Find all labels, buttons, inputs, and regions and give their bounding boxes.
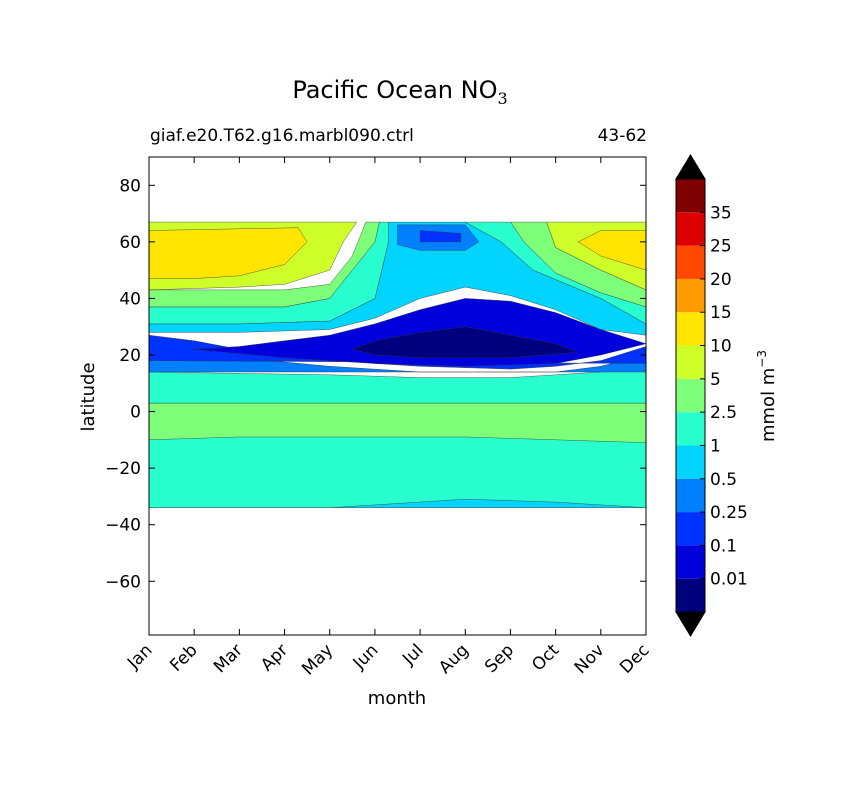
y-tick-label: −20 bbox=[105, 459, 141, 479]
x-tick-label: Dec bbox=[616, 640, 653, 677]
x-tick-label: Oct bbox=[528, 640, 563, 675]
x-tick-label: Apr bbox=[257, 640, 292, 675]
colorbar-extend-max bbox=[675, 154, 706, 180]
y-tick-label: 40 bbox=[119, 289, 141, 309]
x-tick-label: Jan bbox=[123, 640, 156, 673]
colorbar-swatch bbox=[676, 345, 705, 379]
x-tick-label: Mar bbox=[210, 640, 247, 677]
colorbar-swatch bbox=[676, 445, 705, 479]
x-tick-label: Jul bbox=[398, 640, 427, 669]
y-tick-label: 60 bbox=[119, 233, 141, 253]
colorbar-swatch bbox=[676, 245, 705, 279]
y-tick-label: 20 bbox=[119, 346, 141, 366]
colorbar-tick-label: 15 bbox=[710, 303, 732, 323]
x-tick-label: Aug bbox=[435, 640, 473, 678]
plot-frame bbox=[148, 156, 647, 636]
colorbar-tick-label: 10 bbox=[710, 337, 732, 357]
colorbar-tick-label: 0.01 bbox=[710, 570, 748, 590]
colorbar-swatch bbox=[676, 545, 705, 579]
y-tick-label: 80 bbox=[119, 176, 141, 196]
colorbar-tick-label: 5 bbox=[710, 370, 721, 390]
y-tick-label: −60 bbox=[105, 572, 141, 592]
contour-band-17 bbox=[148, 227, 308, 279]
colorbar-swatch bbox=[676, 179, 705, 213]
colorbar-frame bbox=[675, 178, 706, 613]
colorbar-label-superscript: −3 bbox=[755, 350, 769, 368]
colorbar-swatch bbox=[676, 378, 705, 413]
colorbar-swatch bbox=[676, 412, 705, 446]
x-axis-label: month bbox=[368, 688, 426, 709]
case-name-subtitle: giaf.e20.T62.g16.marbl090.ctrl bbox=[150, 126, 414, 146]
colorbar-tick-label: 0.25 bbox=[710, 503, 748, 523]
x-tick-label: Feb bbox=[166, 640, 201, 675]
y-axis-label: latitude bbox=[78, 362, 99, 431]
colorbar-swatch bbox=[676, 478, 705, 513]
x-tick-label: Sep bbox=[481, 640, 518, 677]
chart-title: Pacific Ocean NO3 bbox=[200, 76, 600, 108]
colorbar-tick-label: 0.5 bbox=[710, 470, 737, 490]
contour-band-9 bbox=[351, 326, 579, 358]
colorbar-tick-label: 0.1 bbox=[710, 536, 737, 556]
colorbar-swatch bbox=[676, 578, 705, 612]
colorbar-swatch bbox=[676, 212, 705, 246]
colorbar-tick-label: 20 bbox=[710, 270, 732, 290]
year-range-subtitle: 43-62 bbox=[597, 126, 647, 146]
contour-fill-layer bbox=[148, 221, 647, 508]
contour-band-4 bbox=[148, 402, 647, 443]
contour-band-20 bbox=[419, 230, 461, 243]
x-tick-label: Nov bbox=[571, 640, 609, 678]
colorbar-tick-label: 1 bbox=[710, 436, 721, 456]
colorbar-tick-label: 25 bbox=[710, 237, 732, 257]
colorbar-swatch bbox=[676, 278, 705, 313]
x-tick-label: May bbox=[298, 640, 337, 679]
y-tick-label: −40 bbox=[105, 516, 141, 536]
colorbar-label-text: mmol m bbox=[758, 368, 779, 442]
chart-title-text: Pacific Ocean NO bbox=[292, 76, 498, 104]
colorbar-swatch bbox=[676, 512, 705, 546]
contour-band-13 bbox=[148, 221, 380, 308]
colorbar-extend-min bbox=[675, 611, 706, 637]
colorbar: 0.01 0.1 0.25 0.5 1 2.5 5 10 15 20 25 35 bbox=[675, 154, 748, 637]
colorbar-label: mmol m−3 bbox=[755, 350, 779, 442]
colorbar-tick-label: 2.5 bbox=[710, 403, 737, 423]
colorbar-tick-label: 35 bbox=[710, 203, 732, 223]
chart-title-subscript: 3 bbox=[497, 88, 508, 108]
x-tick-label: Jun bbox=[349, 640, 383, 674]
colorbar-swatch bbox=[676, 312, 705, 346]
y-tick-label: 0 bbox=[130, 403, 141, 423]
